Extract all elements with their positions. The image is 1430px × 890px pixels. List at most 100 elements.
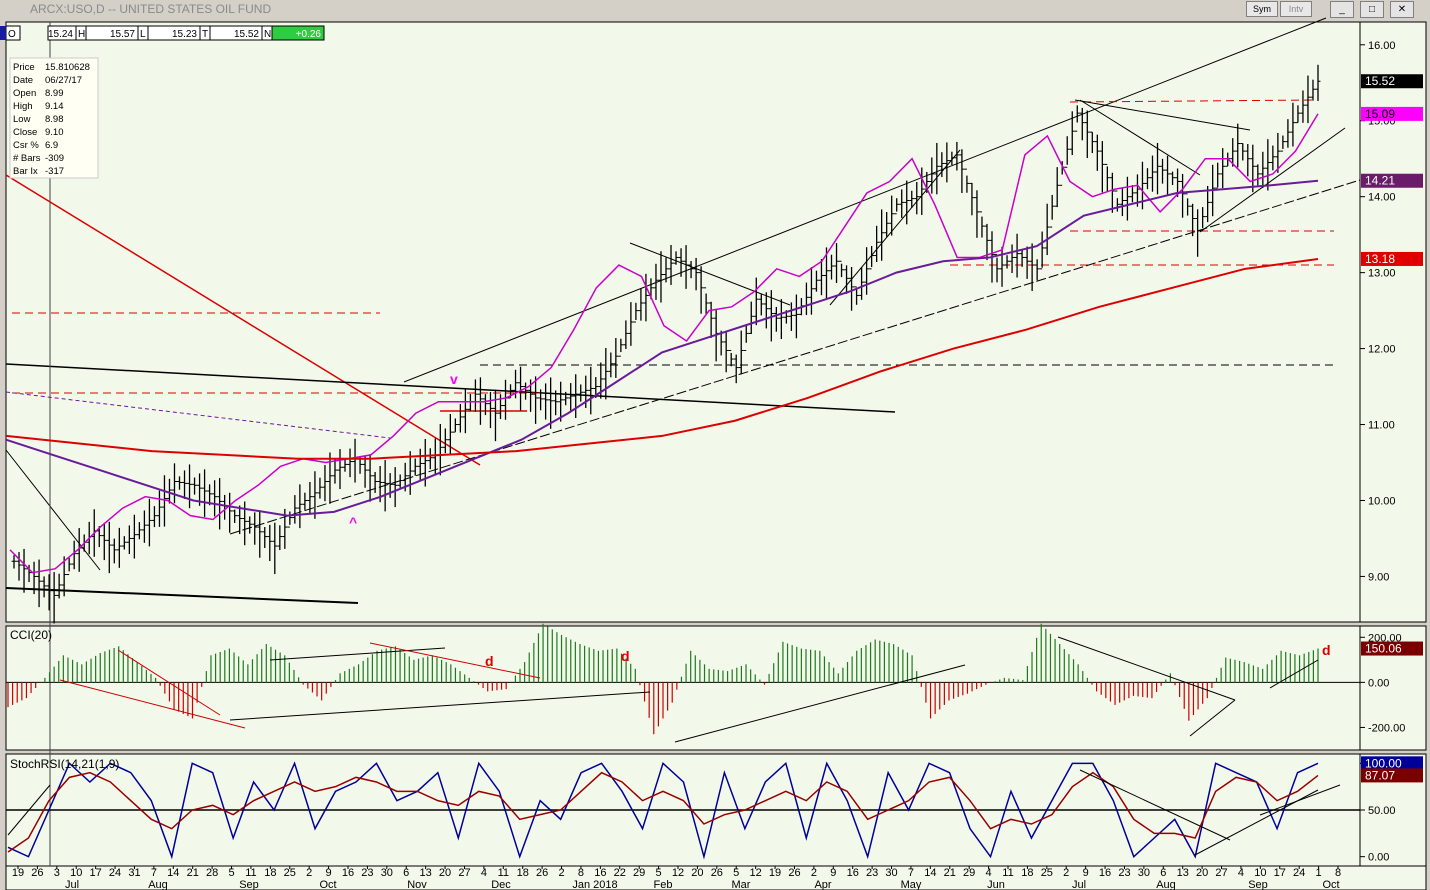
info-key: Open: [13, 88, 36, 99]
month-label: Apr: [814, 879, 831, 890]
price-bar: [327, 452, 333, 504]
price-bar: [121, 536, 127, 550]
price-bar: [247, 516, 253, 534]
date-tick-label: 23: [866, 867, 878, 879]
month-label: Jul: [1072, 879, 1086, 890]
quote-key: T: [202, 29, 208, 40]
price-bar: [1054, 167, 1060, 208]
price-bar: [482, 394, 488, 416]
price-bar: [302, 492, 308, 510]
price-bar: [553, 390, 559, 416]
price-bar: [778, 299, 784, 340]
price-bar: [884, 212, 890, 237]
price-bar: [1069, 111, 1075, 156]
price-bar: [663, 257, 669, 283]
price-bar: [462, 389, 468, 434]
stochrsi-trend-line: [1259, 784, 1341, 816]
price-bar: [543, 383, 549, 420]
info-value: 9.10: [45, 127, 64, 138]
price-bar: [1014, 233, 1020, 278]
info-panel-bg: [9, 57, 99, 179]
price-bar: [297, 484, 303, 529]
price-bar: [743, 325, 749, 351]
price-bar: [272, 522, 278, 575]
price-bar: [1009, 244, 1015, 274]
price-bar: [287, 511, 293, 528]
price-ytick-label: 16.00: [1368, 40, 1396, 52]
cci-ytick-label: -200.00: [1368, 722, 1405, 734]
intv-button[interactable]: Intv: [1280, 1, 1312, 17]
price-bar: [959, 149, 965, 194]
date-tick-label: 20: [439, 867, 451, 879]
cci-trend-line: [1057, 636, 1236, 701]
price-bar: [342, 458, 348, 472]
cci-trend-line: [269, 647, 446, 661]
moving-average-line: [5, 179, 1319, 517]
price-bar: [869, 246, 875, 270]
cci-trend-line: [674, 664, 966, 743]
price-bar: [738, 330, 744, 375]
date-tick-label: 19: [769, 867, 781, 879]
price-bar: [66, 558, 72, 576]
date-tick-label: 17: [90, 867, 102, 879]
price-bar: [1190, 203, 1196, 237]
price-bar: [909, 190, 915, 208]
price-bar: [447, 413, 453, 454]
quote-key: H: [78, 29, 85, 40]
price-ytick-label: 13.00: [1368, 268, 1396, 280]
info-key: Price: [13, 62, 35, 73]
price-bar: [793, 294, 799, 339]
close-button[interactable]: ✕: [1390, 1, 1414, 18]
restore-button[interactable]: □: [1360, 1, 1384, 18]
sym-button[interactable]: Sym: [1246, 1, 1278, 17]
date-tick-label: 20: [691, 867, 703, 879]
cci-trend-line: [117, 649, 221, 716]
price-bar: [36, 559, 42, 608]
minimize-button[interactable]: _: [1330, 1, 1354, 18]
date-tick-label: 9: [830, 867, 836, 879]
price-bar: [452, 418, 458, 433]
date-tick-label: 21: [187, 867, 199, 879]
price-bar: [518, 366, 524, 411]
info-value: 9.14: [45, 101, 64, 112]
stochrsi-axis-tag-label: 87.07: [1365, 768, 1395, 782]
price-bar: [382, 460, 388, 512]
price-bar: [864, 247, 870, 295]
price-bar: [653, 263, 659, 300]
price-bar: [151, 506, 157, 528]
price-bar: [1064, 136, 1070, 168]
price-bar: [1230, 138, 1236, 167]
price-ytick-label: 10.00: [1368, 495, 1396, 507]
price-bar: [1044, 203, 1050, 256]
date-tick-label: 30: [381, 867, 393, 879]
date-tick-label: 2: [558, 867, 564, 879]
month-label: May: [901, 879, 922, 890]
cci-trend-line: [1189, 699, 1236, 737]
info-key: High: [13, 101, 33, 112]
price-axis-tag: 14.21: [1361, 173, 1423, 188]
quote-value: +0.26: [296, 29, 322, 40]
price-bar: [578, 384, 584, 402]
date-tick-label: 26: [788, 867, 800, 879]
price-bar: [934, 142, 940, 195]
price-bar: [538, 389, 544, 411]
price-bar: [954, 141, 960, 171]
price-bar: [1024, 246, 1030, 279]
price-bar: [673, 251, 679, 265]
price-bar: [146, 498, 152, 547]
date-tick-label: 11: [498, 867, 509, 879]
price-bar: [874, 225, 880, 262]
price-bar: [563, 391, 569, 406]
price-bar: [969, 182, 975, 216]
price-bar: [1094, 134, 1100, 171]
price-bar: [643, 273, 649, 322]
price-bar: [984, 223, 990, 261]
price-bar: [823, 247, 829, 299]
date-tick-label: 29: [633, 867, 645, 879]
month-label: Jan 2018: [572, 879, 617, 890]
info-key: Close: [13, 127, 37, 138]
price-bar: [708, 301, 714, 338]
date-tick-label: 24: [109, 867, 121, 879]
month-label: Aug: [148, 879, 168, 890]
price-bar: [1119, 187, 1125, 217]
